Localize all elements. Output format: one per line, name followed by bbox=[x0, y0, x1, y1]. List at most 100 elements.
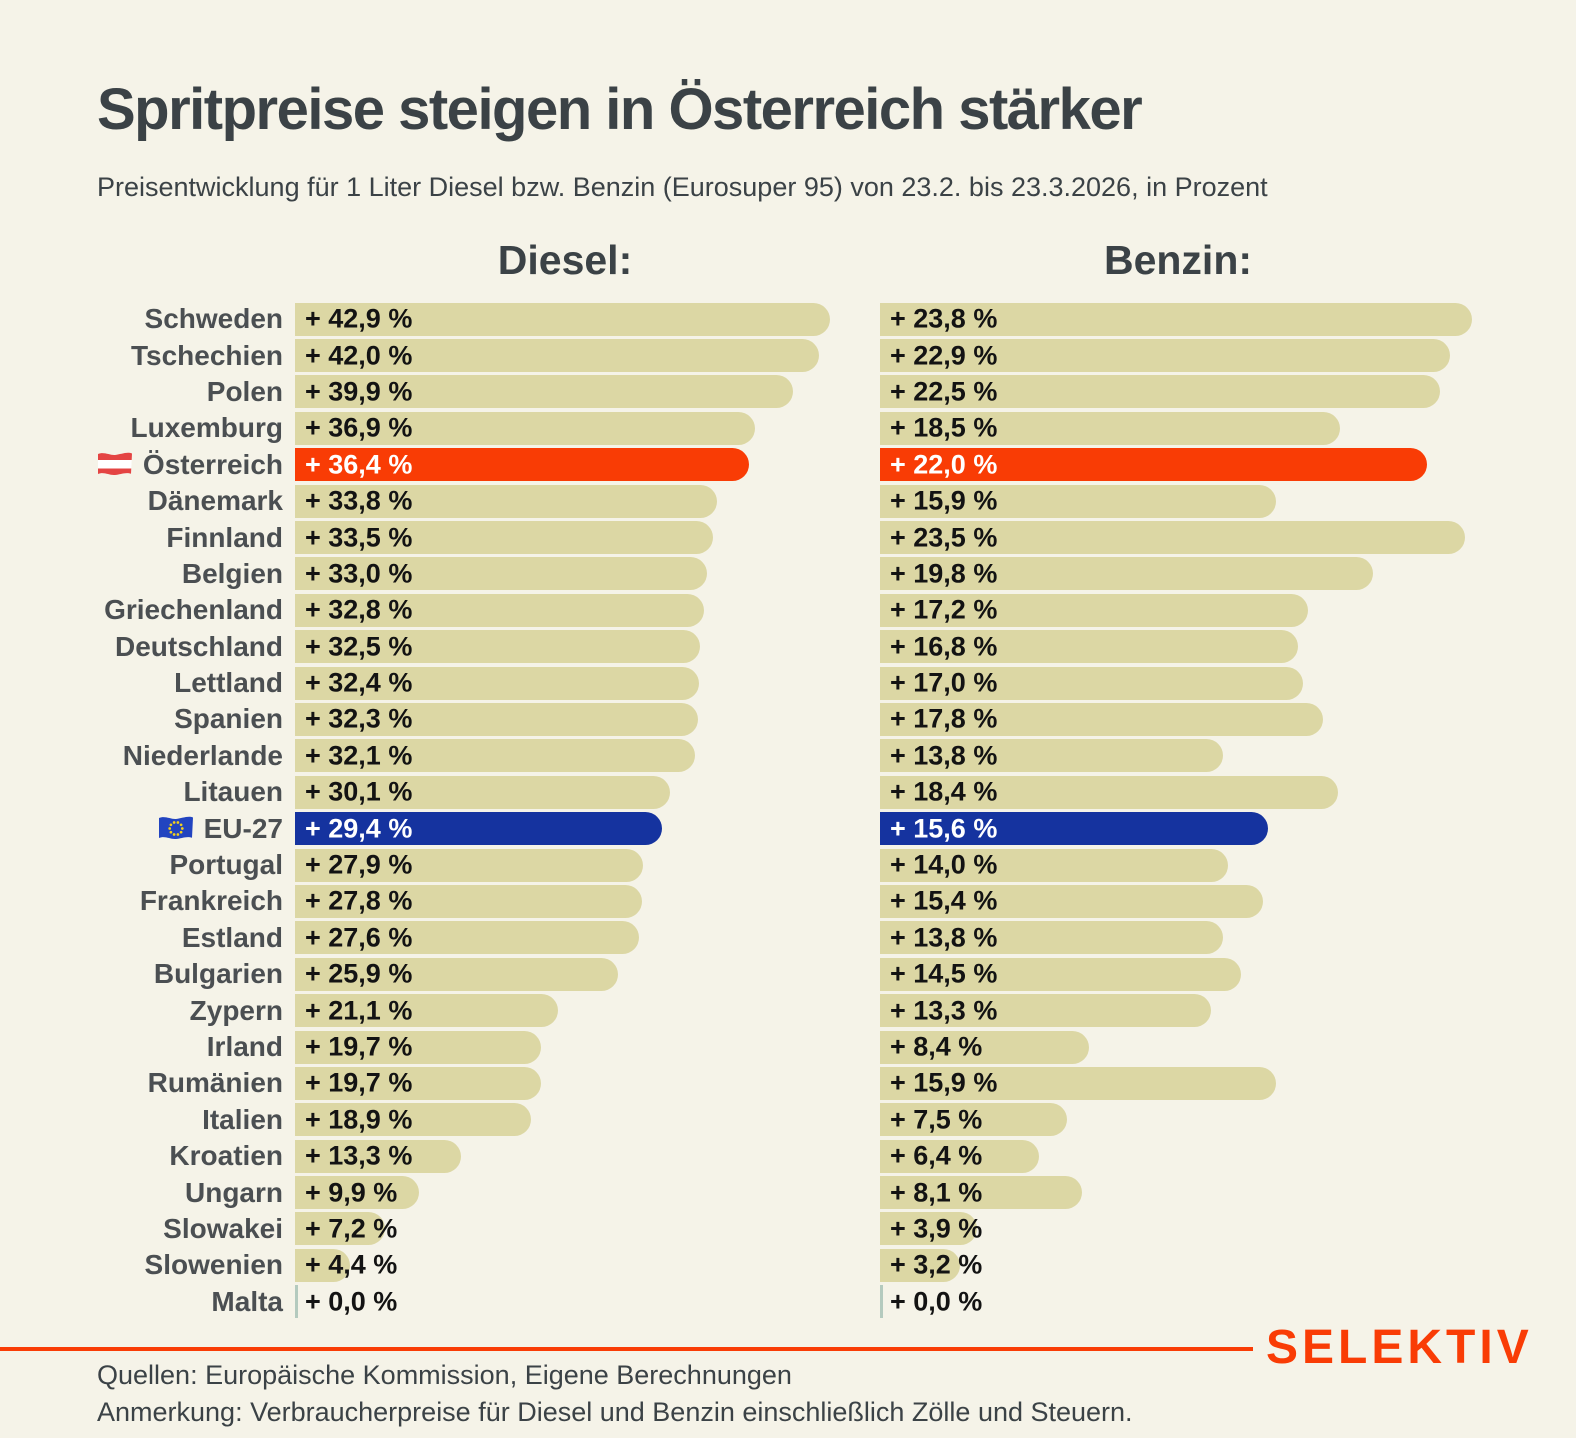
benzin-value-label: + 14,5 % bbox=[890, 958, 998, 989]
benzin-value-label: + 13,8 % bbox=[890, 922, 998, 953]
diesel-bar bbox=[295, 593, 704, 627]
benzin-value-label: + 8,4 % bbox=[890, 1031, 983, 1062]
note-text: Anmerkung: Verbraucherpreise für Diesel … bbox=[97, 1397, 1133, 1427]
chart-row: Finnland + 33,5 % + 23,5 % bbox=[0, 519, 1576, 555]
chart-row: Lettland + 32,4 % + 17,0 % bbox=[0, 665, 1576, 701]
country-label-text: Slowakei bbox=[163, 1212, 283, 1244]
benzin-bar bbox=[880, 1176, 1082, 1210]
eu-flag-icon bbox=[157, 815, 195, 842]
diesel-bar bbox=[295, 921, 640, 955]
diesel-value-label: + 42,9 % bbox=[305, 303, 413, 334]
diesel-value-label: + 27,6 % bbox=[305, 922, 413, 953]
country-label: Niederlande bbox=[0, 740, 283, 772]
diesel-value-label: + 32,5 % bbox=[305, 631, 413, 662]
country-label: Litauen bbox=[0, 776, 283, 808]
benzin-bar-track: + 15,6 % bbox=[880, 812, 1576, 846]
benzin-bar bbox=[880, 448, 1428, 482]
footer-divider bbox=[0, 1347, 1253, 1351]
diesel-value-label: + 32,8 % bbox=[305, 594, 413, 625]
benzin-value-label: + 13,3 % bbox=[890, 995, 998, 1026]
benzin-bar-track: + 18,4 % bbox=[880, 775, 1576, 809]
benzin-bar-track: + 17,2 % bbox=[880, 593, 1576, 627]
country-label-text: Spanien bbox=[174, 703, 283, 735]
diesel-value-label: + 4,4 % bbox=[305, 1249, 398, 1280]
diesel-value-label: + 33,5 % bbox=[305, 522, 413, 553]
country-label-text: Zypern bbox=[189, 994, 283, 1026]
diesel-bar-track: + 18,9 % bbox=[295, 1103, 880, 1137]
country-label-text: Malta bbox=[211, 1285, 283, 1317]
chart-row: Österreich + 36,4 % + 22,0 % bbox=[0, 447, 1576, 483]
country-label-text: EU-27 bbox=[203, 812, 283, 844]
diesel-value-label: + 13,3 % bbox=[305, 1140, 413, 1171]
country-label: EU-27 bbox=[0, 813, 283, 845]
diesel-bar-track: + 21,1 % bbox=[295, 994, 880, 1028]
country-label: Schweden bbox=[0, 303, 283, 335]
benzin-bar bbox=[880, 1139, 1040, 1173]
diesel-bar bbox=[295, 521, 713, 555]
benzin-bar bbox=[880, 1212, 977, 1246]
country-label-text: Rumänien bbox=[147, 1067, 283, 1099]
diesel-value-label: + 42,0 % bbox=[305, 340, 413, 371]
diesel-bar bbox=[295, 666, 700, 700]
country-label: Luxemburg bbox=[0, 412, 283, 444]
benzin-bar-track: + 14,0 % bbox=[880, 848, 1576, 882]
diesel-column-header: Diesel: bbox=[497, 237, 633, 283]
benzin-bar-track: + 7,5 % bbox=[880, 1103, 1576, 1137]
country-label-text: Belgien bbox=[181, 557, 283, 589]
diesel-bar bbox=[295, 484, 717, 518]
benzin-value-label: + 0,0 % bbox=[890, 1286, 983, 1317]
benzin-bar bbox=[880, 557, 1373, 591]
benzin-bar-track: + 16,8 % bbox=[880, 630, 1576, 664]
chart-row: Tschechien + 42,0 % + 22,9 % bbox=[0, 337, 1576, 373]
diesel-value-label: + 27,9 % bbox=[305, 849, 413, 880]
country-label-text: Griechenland bbox=[104, 594, 283, 626]
country-label-text: Niederlande bbox=[122, 739, 283, 771]
benzin-value-label: + 6,4 % bbox=[890, 1140, 983, 1171]
benzin-value-label: + 3,9 % bbox=[890, 1213, 983, 1244]
benzin-value-label: + 17,8 % bbox=[890, 703, 998, 734]
chart-row: Slowenien + 4,4 % + 3,2 % bbox=[0, 1247, 1576, 1283]
diesel-bar-track: + 32,1 % bbox=[295, 739, 880, 773]
benzin-value-label: + 7,5 % bbox=[890, 1104, 983, 1135]
chart-row: Slowakei + 7,2 % + 3,9 % bbox=[0, 1211, 1576, 1247]
benzin-bar-track: + 23,5 % bbox=[880, 521, 1576, 555]
page-title: Spritpreise steigen in Österreich stärke… bbox=[97, 77, 1143, 142]
benzin-bar bbox=[880, 812, 1268, 846]
benzin-bar-track: + 13,8 % bbox=[880, 739, 1576, 773]
diesel-bar bbox=[295, 775, 671, 809]
chart-row: Kroatien + 13,3 % + 6,4 % bbox=[0, 1138, 1576, 1174]
country-label: Irland bbox=[0, 1031, 283, 1063]
diesel-bar-track: + 32,3 % bbox=[295, 702, 880, 736]
diesel-bar-track: + 13,3 % bbox=[295, 1139, 880, 1173]
diesel-bar-track: + 33,5 % bbox=[295, 521, 880, 555]
chart-row: Portugal + 27,9 % + 14,0 % bbox=[0, 847, 1576, 883]
benzin-bar bbox=[880, 484, 1276, 518]
benzin-bar-track: + 15,9 % bbox=[880, 484, 1576, 518]
diesel-bar bbox=[295, 702, 698, 736]
diesel-bar-track: + 36,9 % bbox=[295, 411, 880, 445]
diesel-bar bbox=[295, 375, 793, 409]
diesel-value-label: + 30,1 % bbox=[305, 776, 413, 807]
country-label-text: Litauen bbox=[183, 776, 283, 808]
benzin-bar-track: + 17,0 % bbox=[880, 666, 1576, 700]
diesel-bar bbox=[295, 957, 618, 991]
benzin-bar bbox=[880, 921, 1224, 955]
country-label-text: Italien bbox=[202, 1103, 283, 1135]
benzin-bar bbox=[880, 1030, 1089, 1064]
country-label: Malta bbox=[0, 1286, 283, 1318]
benzin-bar-track: + 22,0 % bbox=[880, 448, 1576, 482]
diesel-bar bbox=[295, 1030, 541, 1064]
diesel-bar-track: + 36,4 % bbox=[295, 448, 880, 482]
diesel-bar bbox=[295, 739, 696, 773]
diesel-bar bbox=[295, 884, 642, 918]
benzin-bar bbox=[880, 1103, 1067, 1137]
chart-row: Belgien + 33,0 % + 19,8 % bbox=[0, 556, 1576, 592]
benzin-value-label: + 13,8 % bbox=[890, 740, 998, 771]
country-label: Zypern bbox=[0, 995, 283, 1027]
country-label-text: Luxemburg bbox=[130, 412, 283, 444]
chart-row: Italien + 18,9 % + 7,5 % bbox=[0, 1102, 1576, 1138]
country-label-text: Irland bbox=[206, 1031, 283, 1062]
diesel-bar-track: + 4,4 % bbox=[295, 1248, 880, 1282]
country-label-text: Estland bbox=[181, 921, 283, 953]
